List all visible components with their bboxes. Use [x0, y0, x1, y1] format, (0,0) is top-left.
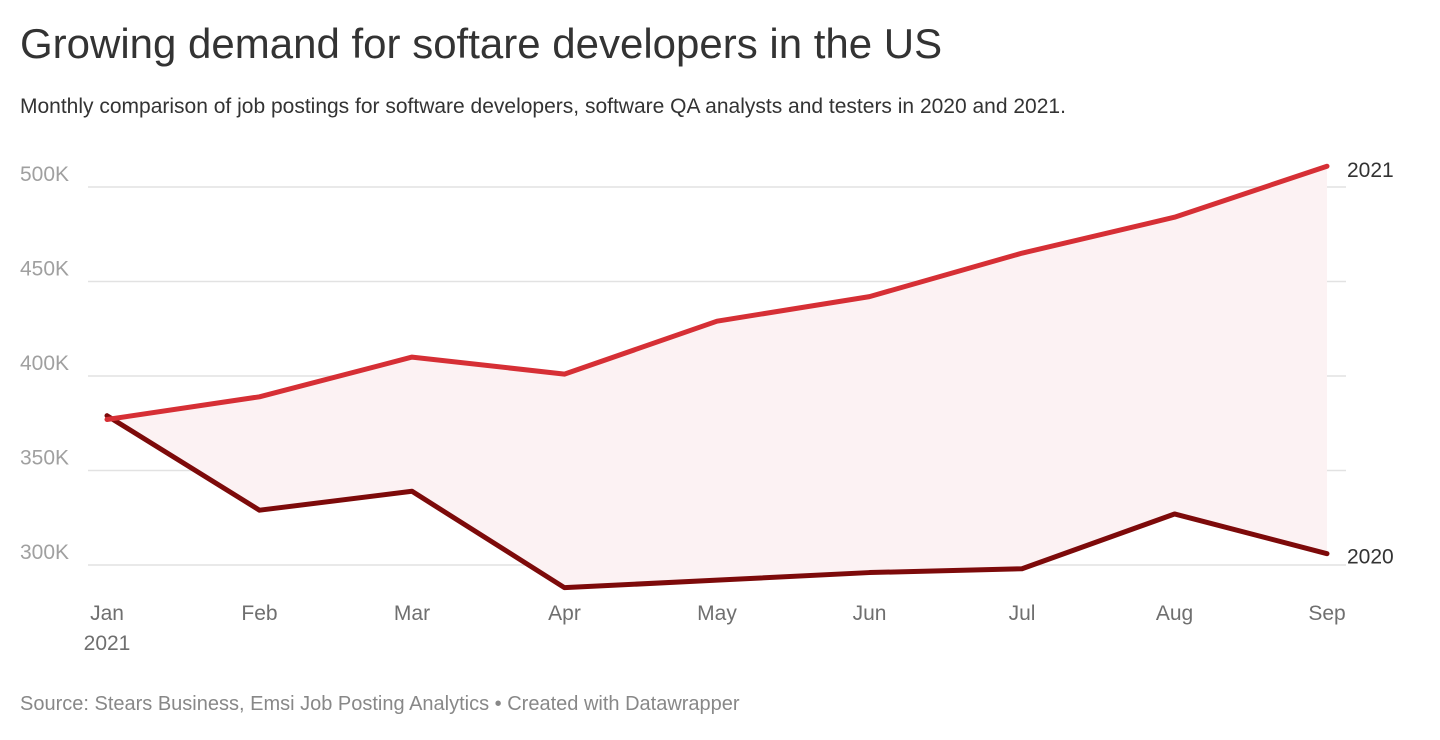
y-tick-label: 450K	[20, 258, 69, 281]
series-line-2020	[104, 413, 1330, 591]
series-line-2021	[104, 163, 1330, 422]
x-tick-label: Aug	[1156, 602, 1193, 625]
axis-labels: 300K 350K 400K 450K 500K 2021 2020 Jan Feb Mar Apr…	[20, 159, 1394, 655]
source-note: Source: Stears Business, Emsi Job Postin…	[20, 693, 490, 715]
x-tick-label: Sep	[1308, 602, 1345, 625]
chart-footer: Source: Stears Business, Emsi Job Postin…	[20, 693, 740, 716]
fill-between-area	[107, 166, 1327, 588]
chart-title: Growing demand for softare developers in…	[20, 20, 943, 67]
series-label-2020: 2020	[1347, 546, 1394, 569]
x-tick-label: Jul	[1009, 602, 1036, 625]
x-tick-label: Jan	[90, 602, 124, 625]
y-tick-label: 400K	[20, 352, 69, 375]
x-tick-sublabel-year: 2021	[84, 632, 131, 655]
series-label-2021: 2021	[1347, 159, 1394, 182]
footer-separator: •	[489, 693, 508, 715]
y-tick-label: 500K	[20, 163, 69, 186]
x-tick-label: Jun	[853, 602, 887, 625]
chart-subtitle: Monthly comparison of job postings for s…	[20, 95, 1066, 118]
x-tick-label: May	[697, 602, 737, 625]
y-tick-label: 350K	[20, 447, 69, 470]
x-tick-label: Apr	[548, 602, 581, 625]
credit-note: Created with Datawrapper	[507, 693, 740, 715]
y-tick-label: 300K	[20, 541, 69, 564]
x-tick-label: Feb	[241, 602, 277, 625]
x-tick-label: Mar	[394, 602, 430, 625]
area-between-2020-2021	[107, 166, 1327, 588]
series-lines	[104, 163, 1330, 591]
